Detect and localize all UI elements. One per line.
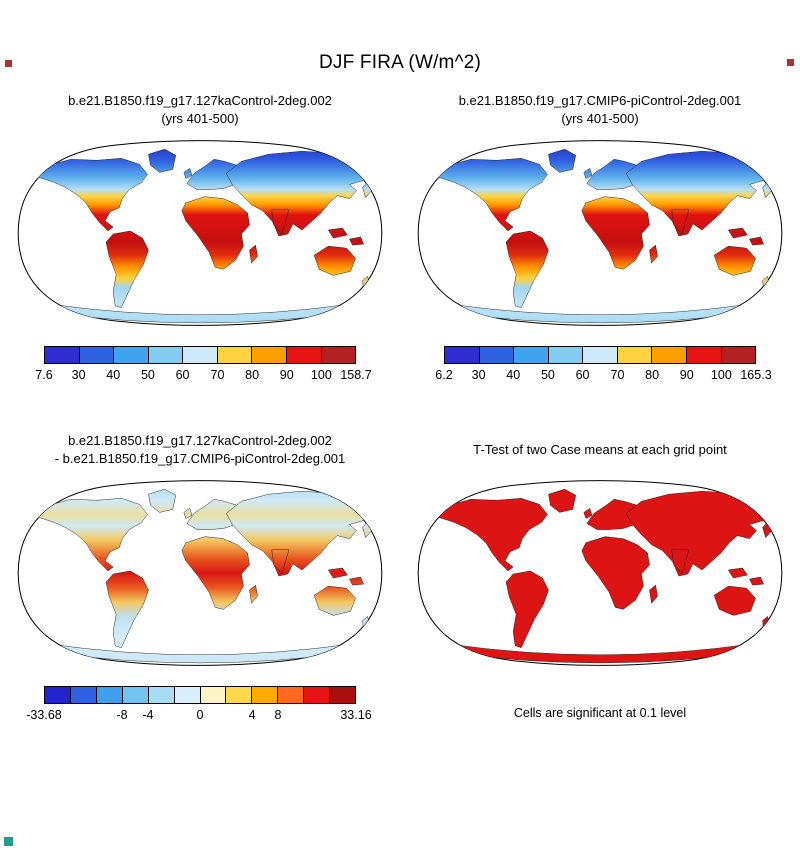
colorbar-bar — [444, 346, 756, 364]
figure-title: DJF FIRA (W/m^2) — [319, 52, 481, 73]
colorbar-segment — [200, 687, 227, 703]
panel-title-line: b.e21.B1850.f19_g17.127kaControl-2deg.00… — [68, 433, 332, 449]
panel-case1-title: b.e21.B1850.f19_g17.127kaControl-2deg.00… — [68, 90, 332, 130]
colorbar-segment — [304, 687, 331, 703]
colorbar-segment — [321, 347, 356, 363]
panel-title-line: - b.e21.B1850.f19_g17.CMIP6-piControl-2d… — [54, 451, 346, 466]
colorbar-segment — [252, 687, 279, 703]
colorbar-tick-label: 90 — [279, 368, 294, 382]
map-case2 — [417, 140, 783, 326]
colorbar-segment — [45, 687, 71, 703]
panel-grid: b.e21.B1850.f19_g17.127kaControl-2deg.00… — [0, 90, 800, 770]
colorbar-segment — [652, 347, 687, 363]
colorbar-tick-label: 4 — [248, 708, 256, 722]
colorbar-segment — [583, 347, 618, 363]
colorbar-tick-label: 70 — [210, 368, 225, 382]
colorbar-bar — [44, 346, 356, 364]
colorbar-tick-label: -4 — [142, 708, 154, 722]
panel-title-line: (yrs 401-500) — [561, 111, 639, 126]
panel-title-line: T-Test of two Case means at each grid po… — [473, 442, 727, 458]
colorbar-tick-label: 70 — [610, 368, 625, 382]
colorbar-segment — [721, 347, 756, 363]
colorbar-segment — [79, 347, 115, 363]
colorbar-tick-label: 40 — [506, 368, 521, 382]
colorbar-segment — [183, 347, 218, 363]
colorbar-tick-label: 30 — [471, 368, 486, 382]
colorbar-tick-label: 6.2 — [435, 368, 453, 382]
panel-ttest-title: T-Test of two Case means at each grid po… — [473, 430, 727, 470]
colorbar-tick-label: -33.68 — [26, 708, 62, 722]
colorbar-tick-label: 60 — [175, 368, 190, 382]
colorbar-segment — [286, 347, 322, 363]
colorbar-segment — [45, 347, 80, 363]
colorbar-segment — [278, 687, 305, 703]
colorbar-tick-label: 158.7 — [340, 368, 372, 382]
panel-difference-title: b.e21.B1850.f19_g17.127kaControl-2deg.00… — [55, 430, 346, 470]
colorbar-tick-label: -8 — [116, 708, 128, 722]
colorbar-tick-label: 60 — [575, 368, 590, 382]
colorbar-tick-label: 30 — [71, 368, 86, 382]
colorbar-case2: 6.2 30 40 50 60 70 80 90 100 165.3 — [435, 346, 772, 383]
colorbar-segment — [252, 347, 287, 363]
colorbar-segment — [479, 347, 515, 363]
colorbar-segment — [514, 347, 549, 363]
colorbar-segment — [122, 687, 149, 703]
colorbar-tick-label: 90 — [679, 368, 694, 382]
colorbar-tick-label: 80 — [645, 368, 660, 382]
colorbar-segment — [686, 347, 722, 363]
colorbar-case1: 7.6 30 40 50 60 70 80 90 100 158.7 — [35, 346, 372, 383]
corner-mark — [787, 59, 794, 66]
ttest-caption: Cells are significant at 0.1 level — [513, 706, 687, 720]
panel-ttest: T-Test of two Case means at each grid po… — [400, 430, 800, 770]
colorbar-segment — [330, 687, 356, 703]
colorbar-segment — [174, 687, 201, 703]
corner-mark — [5, 60, 12, 67]
panel-title-line: (yrs 401-500) — [161, 111, 239, 126]
map-case1 — [17, 140, 383, 326]
map-ttest — [417, 480, 783, 666]
panel-case2-title: b.e21.B1850.f19_g17.CMIP6-piControl-2deg… — [459, 90, 742, 130]
colorbar-segment — [114, 347, 149, 363]
colorbar-difference: -33.68 -8 -4 0 4 8 33.16 — [26, 686, 372, 723]
corner-mark — [4, 837, 13, 846]
colorbar-segment — [445, 347, 480, 363]
colorbar-tick-label: 100 — [710, 368, 732, 382]
colorbar-segment — [96, 687, 123, 703]
panel-case2: b.e21.B1850.f19_g17.CMIP6-piControl-2deg… — [400, 90, 800, 430]
colorbar-labels: 7.6 30 40 50 60 70 80 90 100 158.7 — [35, 368, 371, 383]
panel-difference: b.e21.B1850.f19_g17.127kaControl-2deg.00… — [0, 430, 400, 770]
colorbar-segment — [217, 347, 253, 363]
panel-title-line: b.e21.B1850.f19_g17.127kaControl-2deg.00… — [68, 93, 332, 109]
colorbar-tick-label: 7.6 — [35, 368, 53, 382]
colorbar-bar — [44, 686, 356, 704]
colorbar-tick-label: 50 — [540, 368, 555, 382]
colorbar-labels: 6.2 30 40 50 60 70 80 90 100 165.3 — [435, 368, 771, 383]
colorbar-tick-label: 100 — [310, 368, 332, 382]
colorbar-tick-label: 50 — [140, 368, 155, 382]
panel-title-line: b.e21.B1850.f19_g17.CMIP6-piControl-2deg… — [458, 93, 742, 109]
colorbar-segment — [70, 687, 97, 703]
colorbar-tick-label: 0 — [196, 708, 204, 722]
colorbar-segment — [617, 347, 653, 363]
colorbar-segment — [148, 687, 175, 703]
colorbar-segment — [226, 687, 253, 703]
colorbar-segment — [548, 347, 584, 363]
colorbar-tick-label: 165.3 — [740, 368, 772, 382]
panel-case1: b.e21.B1850.f19_g17.127kaControl-2deg.00… — [0, 90, 400, 430]
colorbar-tick-label: 40 — [106, 368, 121, 382]
colorbar-tick-label: 33.16 — [340, 708, 372, 722]
colorbar-labels: -33.68 -8 -4 0 4 8 33.16 — [26, 708, 371, 723]
colorbar-segment — [148, 347, 184, 363]
colorbar-tick-label: 8 — [274, 708, 282, 722]
map-difference — [17, 480, 383, 666]
colorbar-tick-label: 80 — [245, 368, 260, 382]
